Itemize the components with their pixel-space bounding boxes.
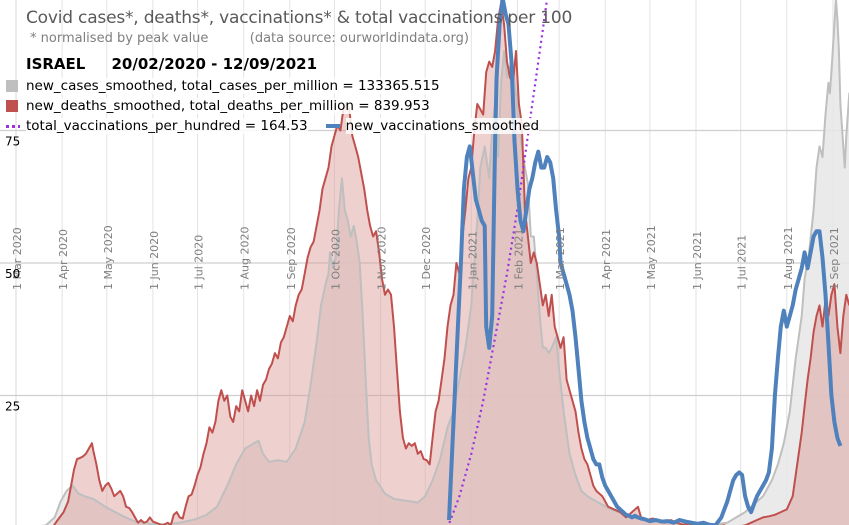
x-tick-label: 1 Mar 2021 xyxy=(554,227,567,290)
deaths-swatch-icon xyxy=(6,100,18,112)
x-tick-label: 1 Jul 2020 xyxy=(193,235,206,290)
date-range: 20/02/2020 - 12/09/2021 xyxy=(111,55,318,73)
x-tick-label: 1 Sep 2021 xyxy=(828,227,841,290)
x-tick-label: 1 Aug 2020 xyxy=(239,227,252,290)
x-tick-label: 1 Jun 2020 xyxy=(148,231,161,290)
line-swatch-icon xyxy=(325,124,340,128)
y-tick-label: 75 xyxy=(5,135,20,149)
data-source-note: (data source: ourworldindata.org) xyxy=(249,31,469,46)
y-tick-label: 50 xyxy=(5,267,20,281)
legend-label-cases: new_cases_smoothed, total_cases_per_mill… xyxy=(26,78,440,94)
x-tick-label: 1 Sep 2020 xyxy=(285,227,298,290)
x-tick-label: 1 Feb 2021 xyxy=(512,229,525,290)
legend-label-new-vaccinations: new_vaccinations_smoothed xyxy=(345,118,540,134)
x-tick-label: 1 Oct 2020 xyxy=(329,229,342,290)
legend-item-deaths: new_deaths_smoothed, total_deaths_per_mi… xyxy=(6,98,430,114)
y-tick-label: 25 xyxy=(5,400,20,414)
x-axis-tick-labels: 1 Mar 2020 1 Apr 2020 1 May 2020 1 Jun 2020… xyxy=(11,225,841,290)
legend-label-deaths: new_deaths_smoothed, total_deaths_per_mi… xyxy=(26,98,430,114)
x-tick-label: 1 Jan 2021 xyxy=(466,231,479,290)
x-tick-label: 1 Apr 2021 xyxy=(600,229,613,290)
x-tick-label: 1 Jun 2021 xyxy=(691,231,704,290)
x-tick-label: 1 Jul 2021 xyxy=(736,235,749,290)
x-tick-label: 1 May 2021 xyxy=(645,225,658,290)
total-vaccinations-line xyxy=(447,0,549,525)
legend-item-cases: new_cases_smoothed, total_cases_per_mill… xyxy=(6,78,440,94)
legend-label-total-vaccinations: total_vaccinations_per_hundred = 164.53 xyxy=(26,118,308,134)
dotted-line-swatch-icon xyxy=(6,124,20,128)
new-vaccinations-line xyxy=(447,0,843,525)
x-tick-label: 1 Apr 2020 xyxy=(57,229,70,290)
x-tick-label: 1 Mar 2020 xyxy=(11,227,24,290)
chart-title: Covid cases*, deaths*, vaccinations* & t… xyxy=(26,8,573,28)
x-tick-label: 1 Nov 2020 xyxy=(376,227,389,290)
normalisation-note: * normalised by peak value xyxy=(30,31,209,46)
chart-subtitle: * normalised by peak value (data source:… xyxy=(30,31,469,46)
x-tick-label: 1 Dec 2020 xyxy=(420,227,433,290)
x-tick-label: 1 Aug 2021 xyxy=(782,227,795,290)
y-axis-tick-labels: 25 50 75 xyxy=(5,135,20,414)
country-and-range: ISRAEL 20/02/2020 - 12/09/2021 xyxy=(26,55,317,73)
legend-item-vaccinations: total_vaccinations_per_hundred = 164.53 … xyxy=(6,118,540,134)
x-tick-label: 1 May 2020 xyxy=(102,225,115,290)
country-name: ISRAEL xyxy=(26,55,86,73)
cases-swatch-icon xyxy=(6,80,18,92)
